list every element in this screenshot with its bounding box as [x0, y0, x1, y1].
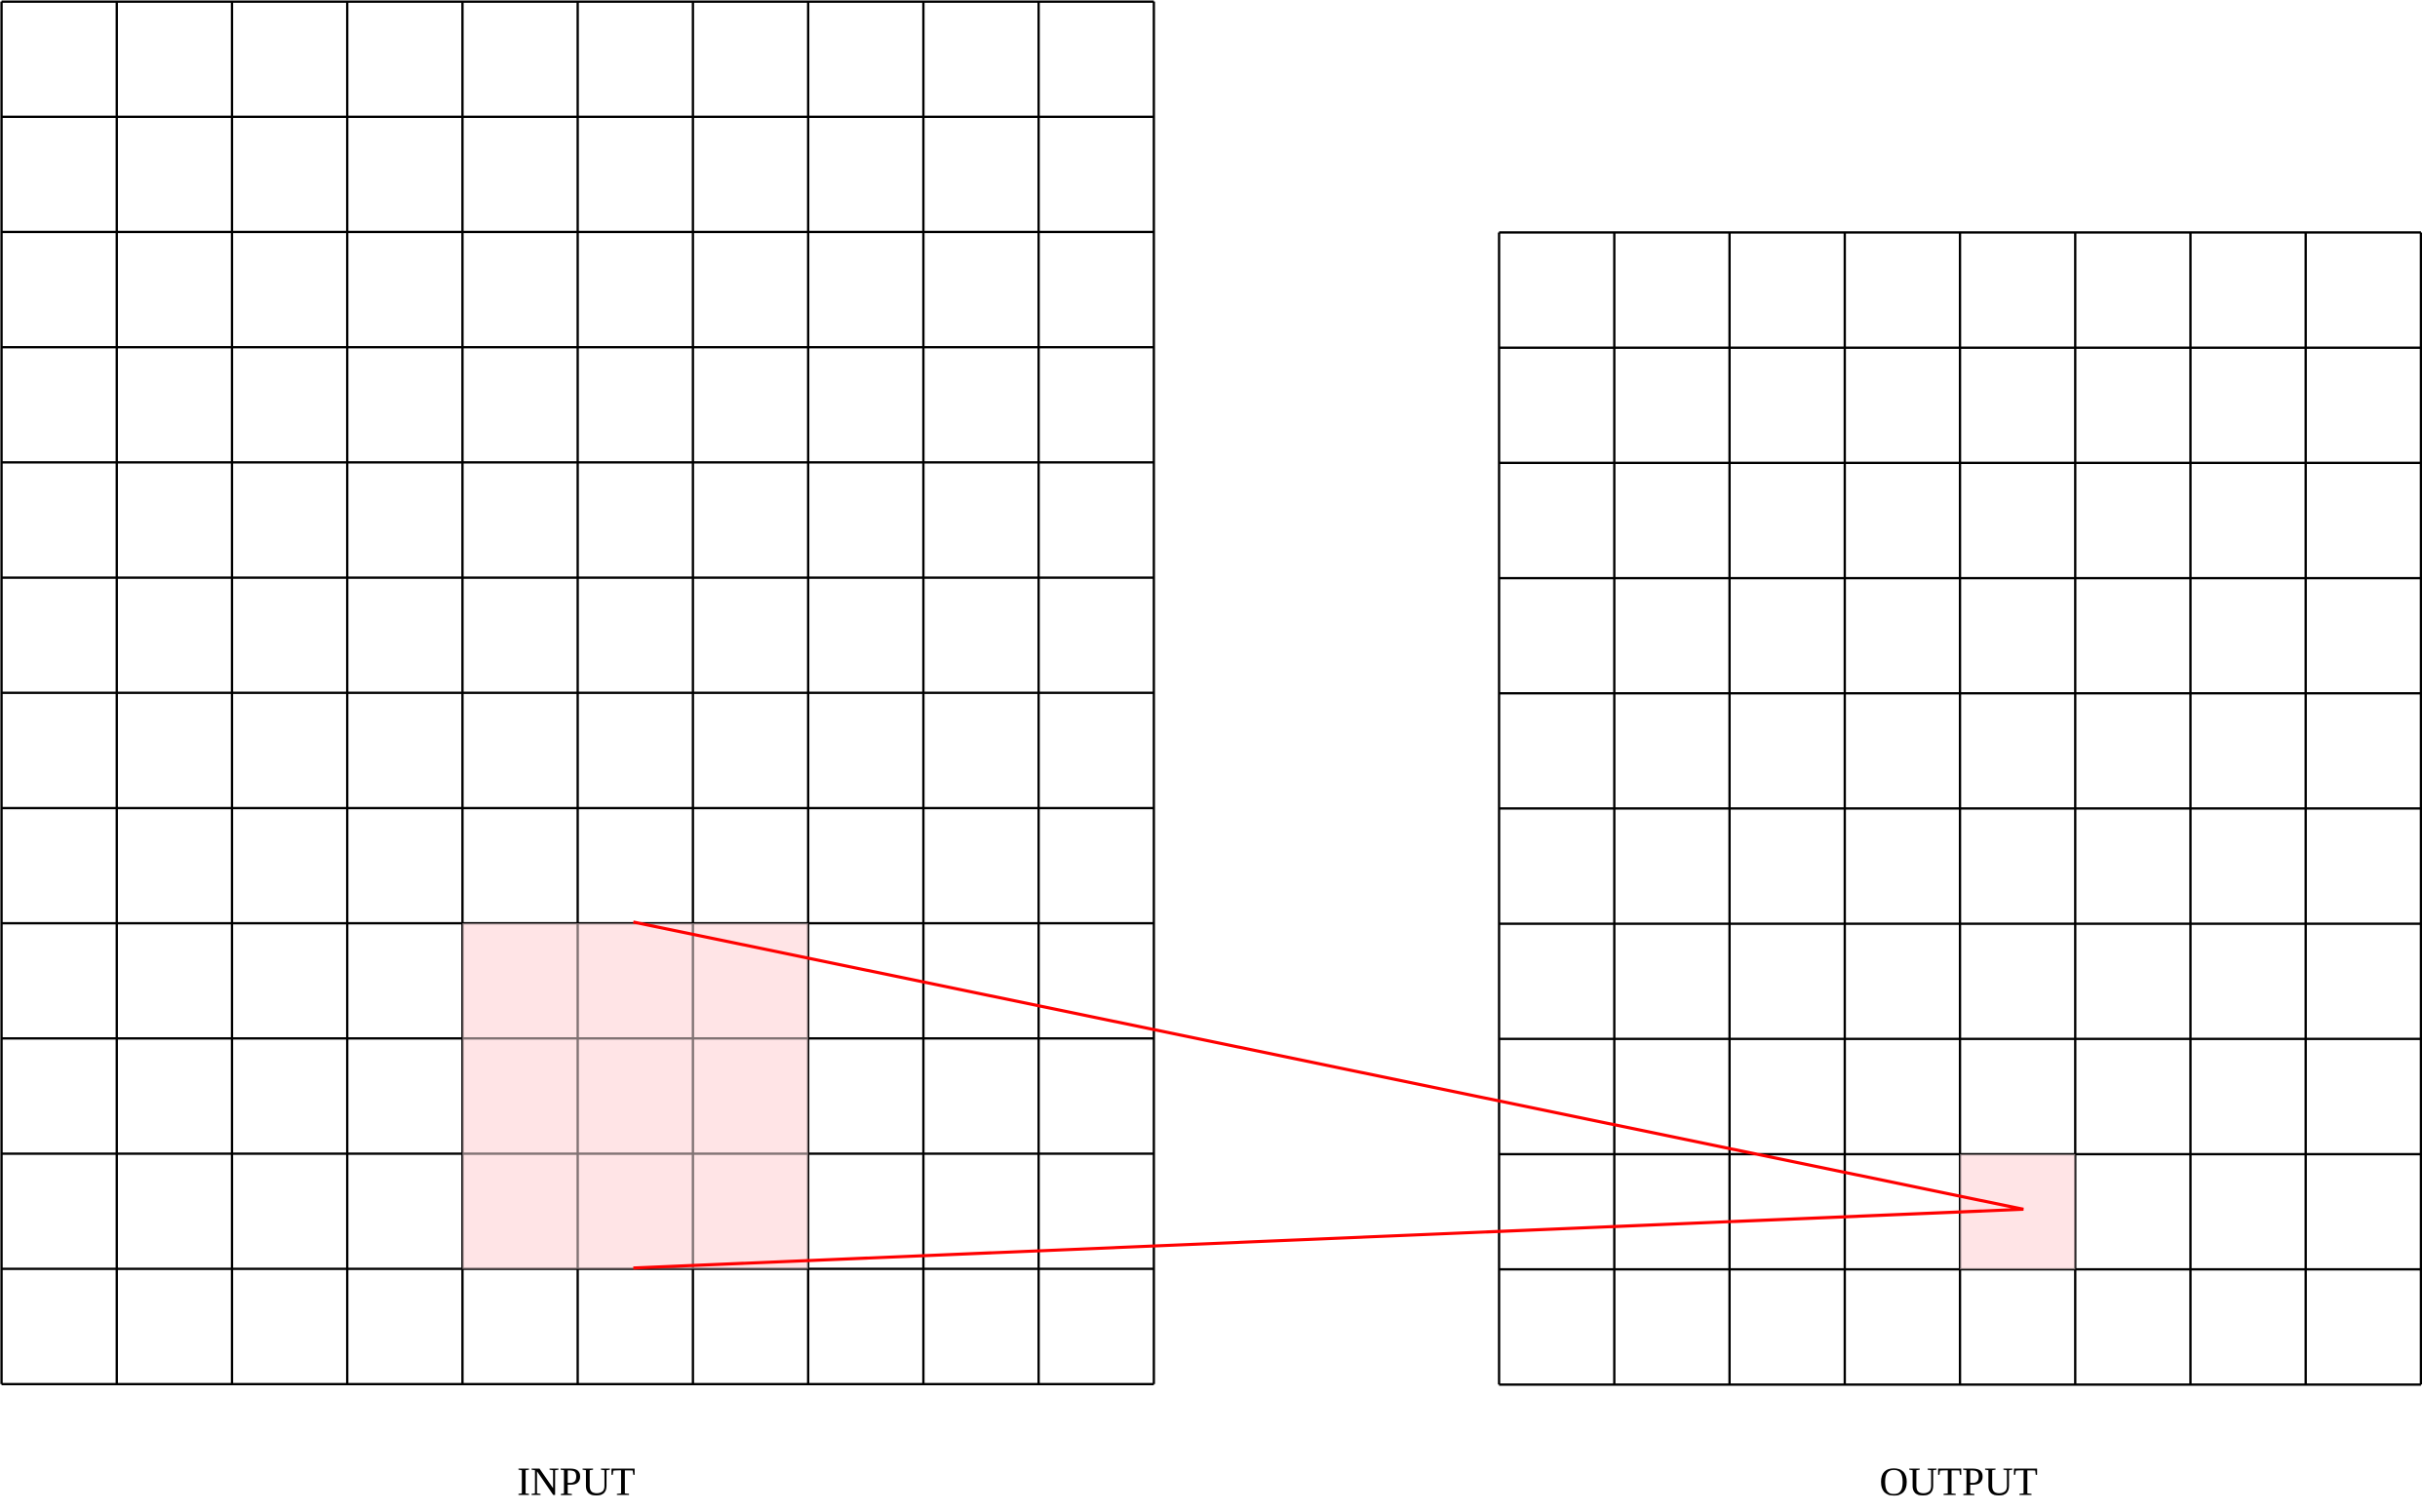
- output-label: OUTPUT: [1880, 1458, 2038, 1503]
- connector-line: [633, 920, 2024, 1212]
- connector-line: [633, 1207, 2024, 1270]
- grids: [0, 0, 2422, 1386]
- connector: [633, 920, 2024, 1270]
- input-label: INPUT: [517, 1458, 635, 1503]
- highlight-overlay: [462, 923, 808, 1269]
